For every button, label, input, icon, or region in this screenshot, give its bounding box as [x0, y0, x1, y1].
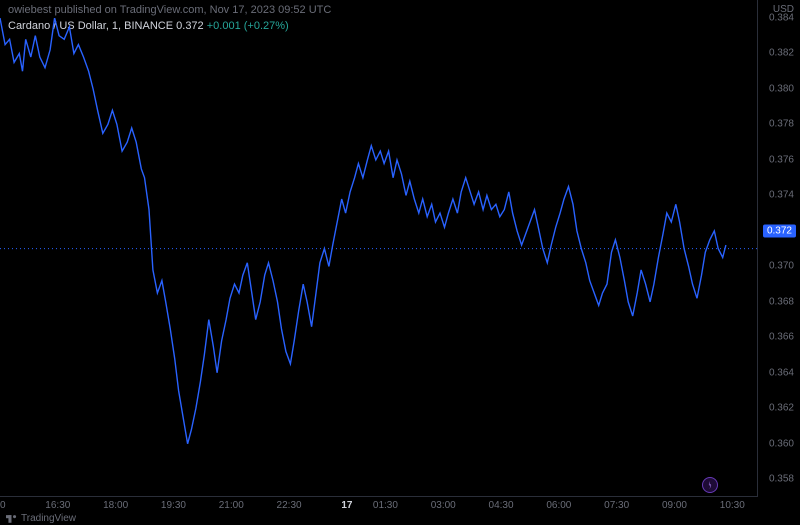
- y-axis: USD 0.3580.3600.3620.3640.3660.3680.3700…: [757, 0, 800, 497]
- y-tick-label: 0.376: [769, 154, 794, 165]
- y-tick-label: 0.364: [769, 367, 794, 378]
- x-tick-label: 16:30: [45, 500, 70, 511]
- x-tick-label: 03:00: [431, 500, 456, 511]
- x-tick-label: 06:00: [546, 500, 571, 511]
- x-tick-label: 04:30: [489, 500, 514, 511]
- y-tick-label: 0.360: [769, 438, 794, 449]
- y-tick-label: 0.374: [769, 190, 794, 201]
- x-tick-label: 09:00: [662, 500, 687, 511]
- y-tick-label: 0.380: [769, 83, 794, 94]
- publisher-mid: published on: [51, 4, 119, 16]
- y-tick-label: 0.370: [769, 261, 794, 272]
- y-tick-label: 0.384: [769, 12, 794, 23]
- x-tick-label: 07:30: [604, 500, 629, 511]
- publisher-date: Nov 17, 2023 09:52 UTC: [210, 4, 332, 16]
- x-tick-label: 17: [341, 500, 352, 511]
- y-tick-label: 0.362: [769, 403, 794, 414]
- published-line: owiebest published on TradingView.com, N…: [8, 4, 331, 16]
- x-axis: 00 16:30 18:00 19:30 21:00 22:30 17 01:30 03:00 0…: [0, 496, 758, 511]
- x-tick-label: 01:30: [373, 500, 398, 511]
- y-tick-label: 0.358: [769, 474, 794, 485]
- x-tick-label: 00: [0, 500, 6, 511]
- tradingview-logo-icon: [6, 513, 17, 524]
- x-tick-label: 18:00: [103, 500, 128, 511]
- tradingview-footer[interactable]: TradingView: [6, 513, 76, 524]
- chart-plot[interactable]: [0, 18, 758, 497]
- x-tick-label: 21:00: [219, 500, 244, 511]
- x-tick-label: 19:30: [161, 500, 186, 511]
- y-tick-label: 0.378: [769, 119, 794, 130]
- footer-label: TradingView: [21, 513, 76, 524]
- x-tick-label: 10:30: [720, 500, 745, 511]
- chart-container: owiebest published on TradingView.com, N…: [0, 0, 800, 525]
- y-tick-label: 0.368: [769, 296, 794, 307]
- y-tick-label: 0.366: [769, 332, 794, 343]
- publisher-user: owiebest: [8, 4, 51, 16]
- publisher-site: TradingView.com: [120, 4, 204, 16]
- event-marker[interactable]: [702, 477, 718, 493]
- current-price-badge: 0.372: [763, 224, 796, 237]
- x-tick-label: 22:30: [277, 500, 302, 511]
- y-tick-label: 0.382: [769, 48, 794, 59]
